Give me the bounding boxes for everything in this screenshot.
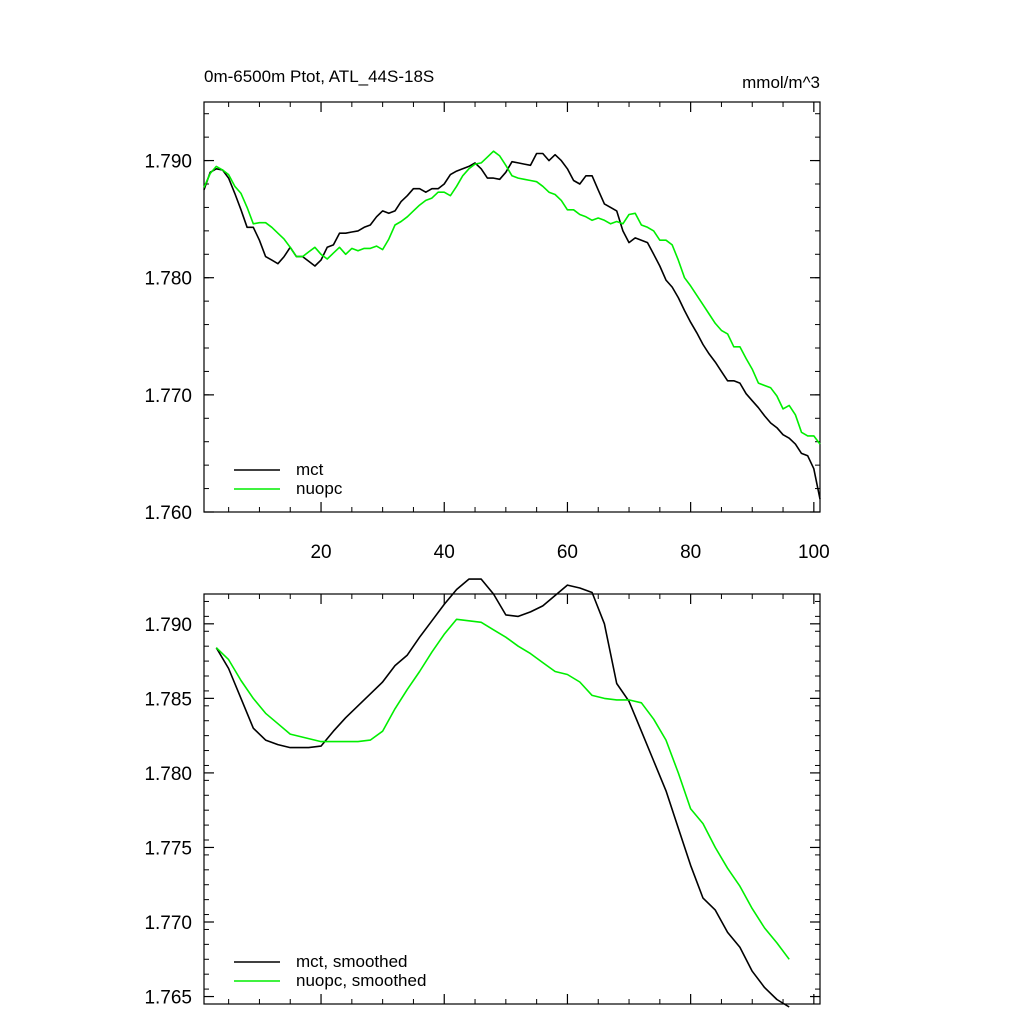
- x-axis: 20 40 60 80 100: [228, 102, 830, 563]
- series-line-nuopc: [203, 150, 821, 445]
- y-tick-label: 1.780: [144, 269, 192, 290]
- series-line-mct-smoothed: [215, 578, 790, 1008]
- x-tick-label: 20: [310, 542, 331, 563]
- y-tick-label: 1.765: [144, 988, 192, 1009]
- y-tick-label: 1.770: [144, 386, 192, 407]
- y-tick-label: 1.790: [144, 152, 192, 173]
- legend-label: mct: [296, 460, 324, 479]
- legend-label: mct, smoothed: [296, 952, 408, 971]
- bottom-panel: 1.765 1.770 1.775 1.780 1.785 1.790 mct, smoo…: [144, 578, 821, 1009]
- plot-frame: [203, 101, 821, 513]
- chart-title: 0m-6500m Ptot, ATL_44S-18S: [204, 67, 434, 86]
- legend-label: nuopc: [296, 479, 343, 498]
- series-lines: [215, 578, 790, 1008]
- y-axis: 1.760 1.770 1.780 1.790: [144, 113, 820, 524]
- top-panel: 0m-6500m Ptot, ATL_44S-18S mmol/m^3 1.76…: [144, 67, 829, 563]
- y-tick-label: 1.775: [144, 838, 192, 859]
- units-label: mmol/m^3: [742, 73, 820, 92]
- x-tick-label: 80: [680, 542, 701, 563]
- legend-label: nuopc, smoothed: [296, 971, 426, 990]
- y-tick-label: 1.790: [144, 615, 192, 636]
- plot-frame: [203, 593, 821, 1005]
- y-tick-label: 1.770: [144, 913, 192, 934]
- x-tick-label: 100: [798, 542, 830, 563]
- x-tick-label: 40: [434, 542, 455, 563]
- y-axis: 1.765 1.770 1.775 1.780 1.785 1.790: [144, 600, 820, 1009]
- series-lines: [203, 150, 821, 500]
- series-line-nuopc-smoothed: [215, 618, 790, 960]
- x-tick-label: 60: [557, 542, 578, 563]
- y-tick-label: 1.780: [144, 764, 192, 785]
- y-tick-label: 1.760: [144, 503, 192, 524]
- x-axis: [228, 594, 815, 1004]
- series-line-mct: [203, 152, 821, 500]
- y-tick-label: 1.785: [144, 689, 192, 710]
